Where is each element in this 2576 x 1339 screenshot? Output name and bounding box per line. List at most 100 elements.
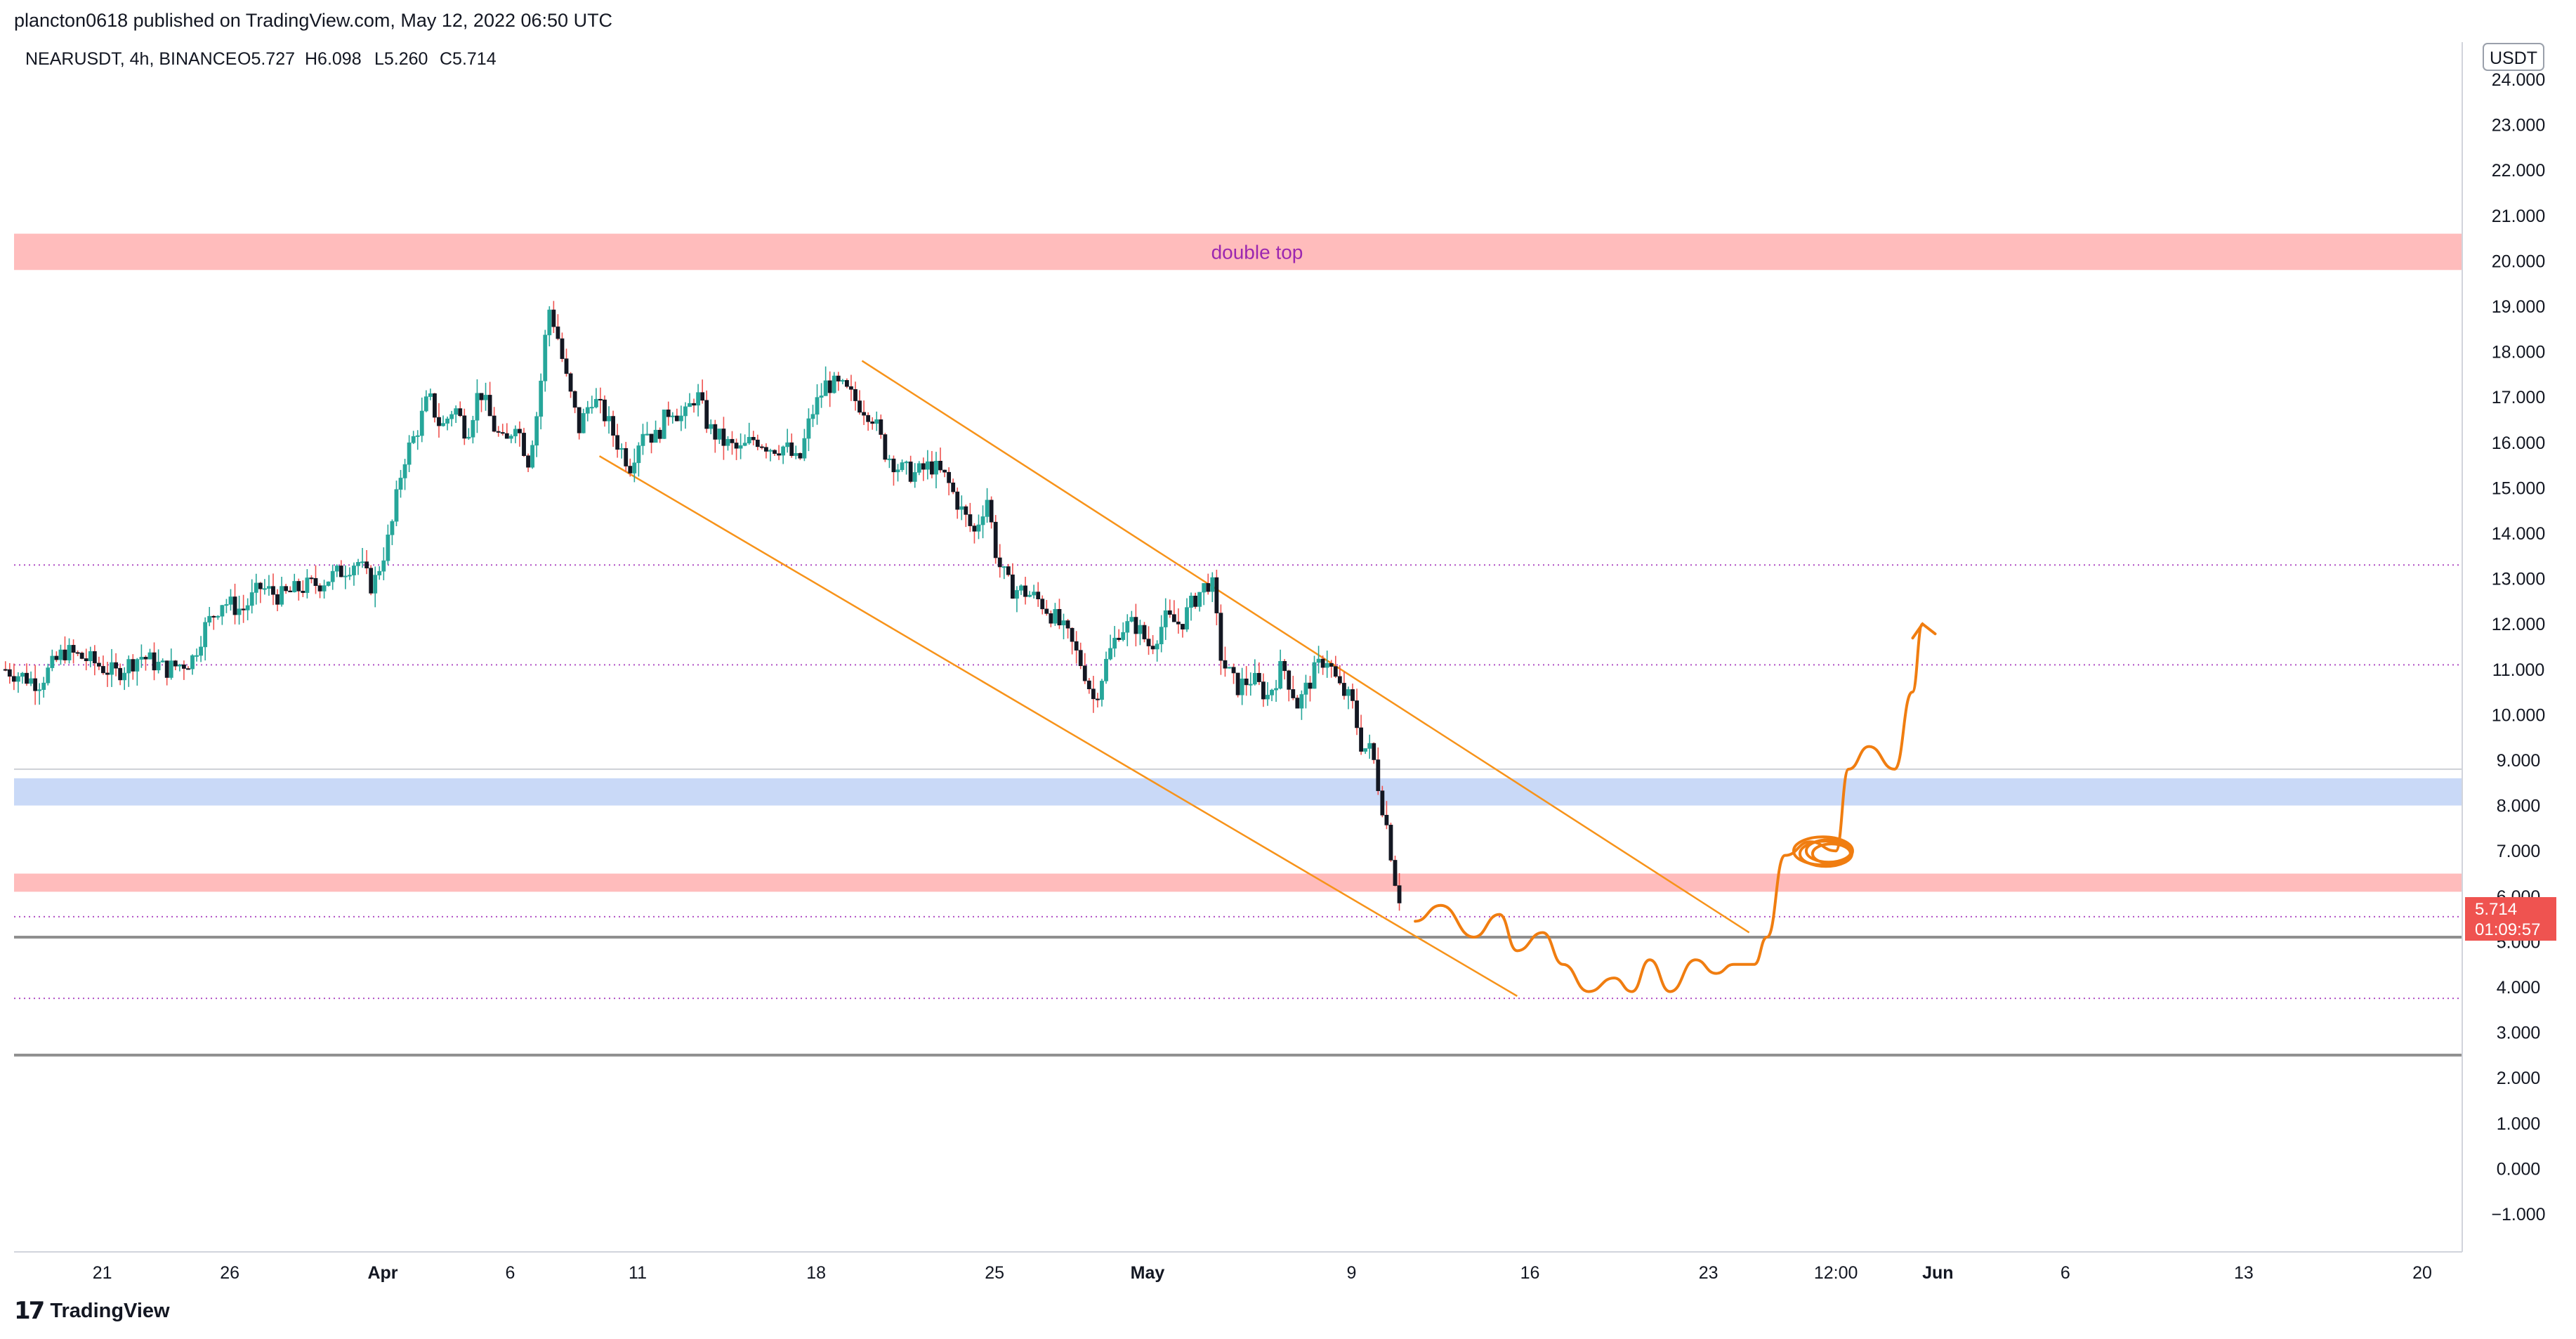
- candle-body-144: [615, 435, 620, 450]
- candle-body-18: [79, 653, 84, 659]
- candle-body-199: [849, 386, 853, 390]
- candle-body-306: [1303, 682, 1308, 695]
- candle-body-158: [674, 415, 679, 422]
- candle-body-126: [539, 380, 544, 417]
- candle-body-255: [1086, 680, 1091, 690]
- candle-body-300: [1278, 661, 1283, 689]
- candle-body-273: [1163, 610, 1168, 627]
- time-tick-label: 18: [806, 1263, 826, 1283]
- candle-body-72: [309, 577, 314, 580]
- currency-badge[interactable]: [2483, 43, 2544, 71]
- candle-body-225: [959, 506, 964, 510]
- price-tick-label: 24.000: [2492, 70, 2545, 90]
- candle-body-313: [1333, 666, 1338, 677]
- candle-body-114: [487, 395, 492, 417]
- candle-body-68: [292, 581, 297, 592]
- candle-body-109: [466, 436, 471, 439]
- time-tick-label: 25: [985, 1263, 1004, 1283]
- plot-area[interactable]: [14, 42, 2462, 1243]
- candle-body-85: [364, 561, 369, 568]
- candle-body-27: [118, 667, 123, 681]
- candle-body-308: [1312, 662, 1317, 689]
- candle-body-59: [254, 582, 258, 593]
- candle-body-74: [317, 585, 322, 592]
- candle-body-260: [1108, 648, 1112, 660]
- candle-body-40: [173, 660, 178, 667]
- time-axis[interactable]: 21 26 Apr 6 11 18 25 May 9 16 23 12:00 Jun 6 13 20: [14, 1251, 2462, 1283]
- channel-lower-line: [598, 455, 1518, 997]
- candle-body-228: [972, 525, 977, 532]
- candle-body-274: [1167, 610, 1172, 615]
- candle-body-244: [1040, 599, 1045, 610]
- candle-body-182: [777, 453, 781, 456]
- candle-body-20: [88, 651, 93, 662]
- candle-body-168: [717, 429, 722, 440]
- candle-body-48: [207, 615, 212, 623]
- candle-body-215: [916, 463, 921, 473]
- candle-body-8: [37, 689, 42, 691]
- candle-body-279: [1189, 595, 1193, 608]
- candles-layer: [3, 301, 1402, 911]
- candle-body-73: [313, 577, 318, 586]
- candle-body-316: [1346, 689, 1351, 696]
- candle-body-234: [997, 557, 1002, 568]
- candle-body-115: [492, 415, 497, 432]
- candle-body-212: [904, 462, 909, 464]
- candle-body-67: [288, 590, 293, 592]
- candle-body-3: [16, 676, 20, 682]
- candle-body-247: [1053, 608, 1058, 624]
- candle-body-127: [543, 334, 548, 381]
- candle-body-139: [593, 398, 598, 407]
- candle-body-201: [857, 400, 862, 413]
- candle-body-184: [785, 442, 790, 448]
- candle-body-150: [640, 433, 645, 446]
- candle-body-324: [1380, 790, 1385, 816]
- price-tick-label: 20.000: [2492, 252, 2545, 271]
- candle-body-88: [377, 570, 382, 575]
- candle-body-165: [704, 400, 709, 429]
- candle-body-319: [1359, 727, 1363, 752]
- candle-body-232: [989, 499, 994, 523]
- candle-body-130: [556, 326, 560, 339]
- candle-body-163: [696, 392, 701, 406]
- candle-body-256: [1091, 688, 1096, 700]
- candle-body-84: [360, 561, 364, 563]
- zone-resistance-0: [14, 233, 2462, 270]
- candle-body-296: [1261, 681, 1266, 700]
- candle-body-187: [798, 453, 803, 459]
- candle-body-100: [428, 393, 433, 397]
- candle-body-193: [823, 380, 828, 396]
- candle-body-258: [1100, 681, 1104, 700]
- candle-body-39: [169, 660, 173, 678]
- tradingview-brand[interactable]: 𝟭𝟳 TradingView: [14, 1297, 170, 1325]
- candle-body-98: [419, 410, 424, 436]
- candle-body-129: [551, 309, 556, 327]
- candle-body-261: [1112, 637, 1117, 649]
- candle-body-108: [462, 415, 467, 439]
- candle-body-248: [1057, 608, 1062, 626]
- candle-body-285: [1214, 577, 1219, 613]
- candle-body-51: [220, 605, 225, 617]
- candle-body-240: [1023, 585, 1027, 597]
- candle-body-136: [581, 413, 586, 433]
- candle-body-162: [692, 403, 696, 406]
- candle-body-9: [41, 682, 46, 690]
- last-price-box: [2465, 897, 2556, 941]
- time-tick-label: 6: [2061, 1263, 2070, 1283]
- candle-body-217: [925, 461, 930, 470]
- candle-body-91: [390, 521, 395, 535]
- candle-body-276: [1176, 621, 1181, 625]
- candle-body-107: [458, 408, 463, 417]
- candle-body-102: [437, 417, 441, 426]
- price-axis[interactable]: USDT 24.000 23.000 22.000 21.000 20.000 19.00…: [2462, 42, 2546, 1252]
- candle-body-174: [742, 443, 747, 446]
- candle-body-289: [1231, 667, 1236, 674]
- candle-body-60: [258, 582, 263, 589]
- candle-body-202: [862, 412, 867, 416]
- candle-body-37: [160, 660, 165, 662]
- candle-body-323: [1376, 759, 1381, 791]
- price-tick-label: 4.000: [2497, 978, 2541, 998]
- time-tick-label: 6: [506, 1263, 515, 1283]
- candle-body-277: [1181, 624, 1185, 629]
